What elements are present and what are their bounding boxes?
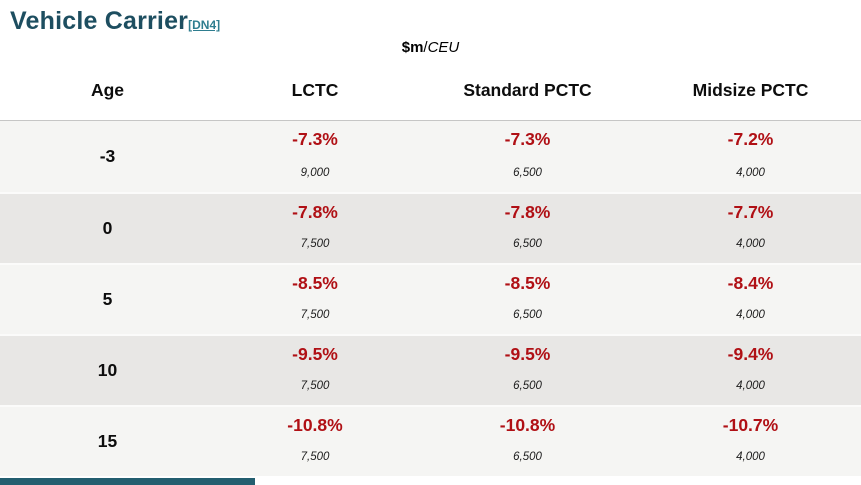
pct-change: -10.7% <box>722 415 779 435</box>
header-midsize-pctc: Midsize PCTC <box>692 79 809 100</box>
value-cell: -8.5% 7,500 <box>215 265 415 334</box>
header-age: Age <box>90 79 125 100</box>
ceu-value: 7,500 <box>300 238 330 250</box>
value-cell: -7.3% 9,000 <box>215 121 415 192</box>
pct-change: -8.4% <box>727 273 774 293</box>
table-row: 0 -7.8% 7,500 -7.8% 6,500 -7.7% 4,000 <box>0 192 861 263</box>
header-standard-pctc: Standard PCTC <box>463 79 592 100</box>
pct-change: -7.8% <box>504 202 551 222</box>
value-cell: -9.4% 4,000 <box>640 336 861 405</box>
ceu-value: 6,500 <box>513 451 542 463</box>
ceu-value: 4,000 <box>736 238 765 250</box>
table-header-row: Age LCTC Standard PCTC Midsize PCTC <box>0 60 861 120</box>
value-cell: -10.8% 7,500 <box>215 407 415 476</box>
pct-change: -7.3% <box>292 129 338 149</box>
value-cell: -8.5% 6,500 <box>415 265 640 334</box>
ceu-value: 7,500 <box>300 451 330 463</box>
value-cell: -7.2% 4,000 <box>640 121 861 192</box>
unit-label: $m/CEU <box>0 38 861 60</box>
value-cell: -7.8% 6,500 <box>415 194 640 263</box>
ceu-value: 4,000 <box>736 309 765 321</box>
page-title: Vehicle Carrier <box>10 7 189 35</box>
unit-currency: $m <box>401 39 424 56</box>
pct-change: -7.2% <box>727 129 774 149</box>
table-row: 15 -10.8% 7,500 -10.8% 6,500 -10.7% 4,00… <box>0 405 861 476</box>
pct-change: -7.7% <box>727 202 774 222</box>
next-section-edge-bar <box>0 478 255 485</box>
pct-change: -8.5% <box>292 273 338 293</box>
value-cell: -7.7% 4,000 <box>640 194 861 263</box>
ceu-value: 4,000 <box>736 167 765 179</box>
ceu-value: 6,500 <box>513 238 542 250</box>
value-cell: -9.5% 7,500 <box>215 336 415 405</box>
pct-change: -10.8% <box>287 415 343 435</box>
ceu-value: 4,000 <box>736 380 765 392</box>
value-cell: -10.7% 4,000 <box>640 407 861 476</box>
ceu-value: 6,500 <box>513 380 542 392</box>
age-cell: 5 <box>102 289 113 309</box>
title-block: Vehicle Carrier[DN4] <box>0 0 861 38</box>
value-cell: -10.8% 6,500 <box>415 407 640 476</box>
value-cell: -7.8% 7,500 <box>215 194 415 263</box>
age-cell: 0 <box>102 218 113 238</box>
age-cell: 15 <box>97 431 118 451</box>
ceu-value: 7,500 <box>300 380 330 392</box>
ceu-value: 4,000 <box>736 451 765 463</box>
table-row: 10 -9.5% 7,500 -9.5% 6,500 -9.4% 4,000 <box>0 334 861 405</box>
ceu-value: 6,500 <box>513 167 542 179</box>
pct-change: -9.5% <box>504 344 551 364</box>
footnote-link[interactable]: [DN4] <box>188 18 221 32</box>
value-cell: -7.3% 6,500 <box>415 121 640 192</box>
pct-change: -10.8% <box>499 415 556 435</box>
value-cell: -9.5% 6,500 <box>415 336 640 405</box>
age-cell: 10 <box>97 360 118 380</box>
age-cell: -3 <box>99 146 116 166</box>
ceu-value: 6,500 <box>513 309 542 321</box>
table-body: -3 -7.3% 9,000 -7.3% 6,500 -7.2% 4,000 0… <box>0 120 861 476</box>
pct-change: -9.4% <box>727 344 774 364</box>
pct-change: -7.3% <box>504 129 551 149</box>
pct-change: -9.5% <box>292 344 338 364</box>
ceu-value: 9,000 <box>300 167 330 179</box>
unit-separator: / <box>423 39 428 56</box>
table-row: 5 -8.5% 7,500 -8.5% 6,500 -8.4% 4,000 <box>0 263 861 334</box>
unit-name: CEU <box>427 39 460 56</box>
pct-change: -8.5% <box>504 273 551 293</box>
pct-change: -7.8% <box>292 202 338 222</box>
value-cell: -8.4% 4,000 <box>640 265 861 334</box>
ceu-value: 7,500 <box>300 309 330 321</box>
table-row: -3 -7.3% 9,000 -7.3% 6,500 -7.2% 4,000 <box>0 121 861 192</box>
header-lctc: LCTC <box>291 79 339 100</box>
